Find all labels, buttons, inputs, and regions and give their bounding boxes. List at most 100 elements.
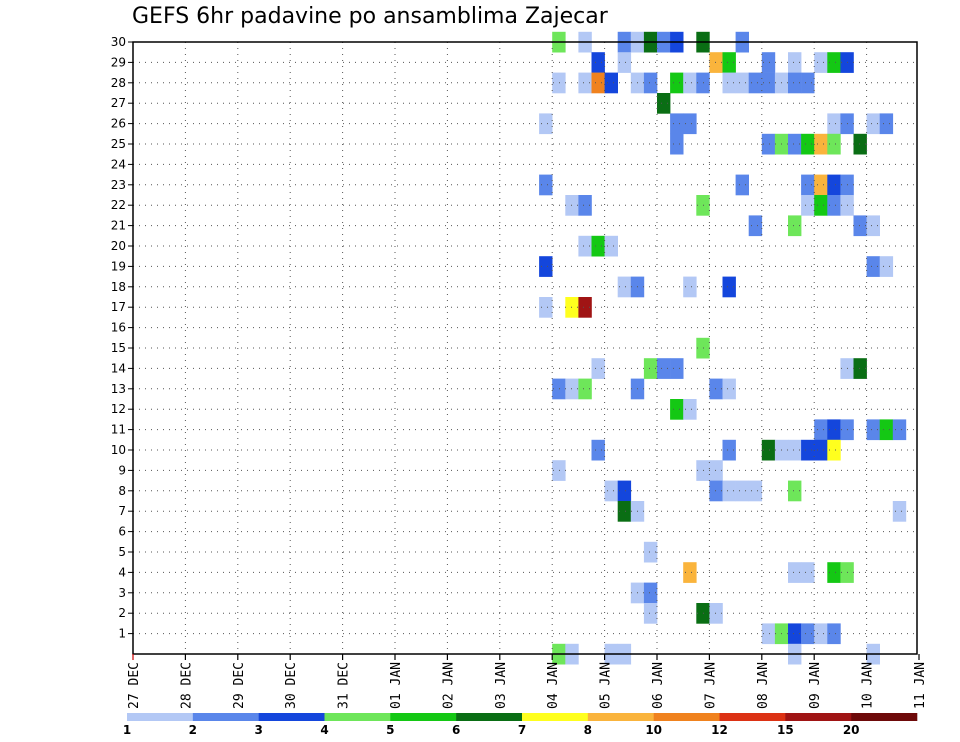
heatmap-cell-40	[866, 113, 880, 135]
y-tick-label: 19	[111, 259, 126, 273]
y-tick-label: 12	[111, 402, 126, 416]
heatmap-cell-9	[591, 52, 605, 73]
x-tick-label: 27 DEC	[127, 662, 142, 709]
heatmap-cell-20	[591, 72, 605, 94]
y-tick-label: 15	[111, 341, 126, 355]
heatmap-cell-11	[709, 52, 723, 73]
heatmap-cell-41	[879, 113, 894, 135]
heatmap-cell-73	[617, 276, 632, 298]
heatmap-cell-64	[788, 215, 802, 237]
heatmap-cell-111	[709, 460, 723, 481]
heatmap-cell-27	[722, 72, 736, 94]
heatmap-cell-77	[539, 297, 553, 318]
heatmap-cell-84	[670, 358, 684, 379]
heatmap-cell-124	[788, 562, 802, 583]
y-tick-label: 1	[118, 627, 126, 641]
y-tick-label: 22	[111, 198, 126, 212]
heatmap-cell-107	[814, 439, 828, 461]
heatmap-cell-117	[748, 480, 763, 502]
heatmap-cell-46	[801, 133, 815, 155]
y-tick-label: 6	[118, 525, 126, 539]
colorbar-swatch	[192, 713, 259, 721]
y-tick-label: 3	[118, 586, 126, 600]
heatmap-cell-51	[735, 174, 749, 196]
heatmap-cell-100	[892, 419, 907, 441]
heatmap-cell-36	[670, 113, 684, 135]
heatmap-cell-33	[801, 72, 815, 94]
heatmap-cell-106	[801, 439, 815, 461]
heatmap-cell-45	[788, 133, 802, 155]
x-tick-label: 09 JAN	[808, 662, 823, 709]
heatmap-cell-116	[735, 480, 749, 502]
heatmap-cell-14	[788, 52, 802, 73]
heatmap-cell-42	[670, 133, 684, 155]
x-tick-label: 02 JAN	[441, 662, 456, 709]
y-tick-label: 8	[118, 484, 126, 498]
heatmap-cell-25	[683, 72, 697, 94]
colorbar-label: 10	[645, 723, 662, 737]
y-tick-label: 10	[111, 443, 126, 457]
colorbar-swatch	[390, 713, 457, 721]
heatmap-cell-108	[827, 439, 841, 461]
colorbar-label: 7	[518, 723, 526, 737]
y-tick-label: 2	[118, 606, 126, 620]
heatmap-cell-130	[643, 603, 658, 624]
colorbar-swatch	[851, 713, 918, 721]
heatmap-cell-24	[670, 72, 684, 94]
colorbar-label: 5	[386, 723, 394, 737]
heatmap-cell-101	[591, 439, 605, 461]
heatmap-cell-59	[801, 195, 815, 216]
x-tick-label: 08 JAN	[756, 662, 771, 709]
heatmap-cell-126	[827, 562, 841, 583]
heatmap-cell-10	[617, 52, 632, 73]
y-tick-label: 9	[118, 463, 126, 477]
y-tick-label: 20	[111, 239, 126, 253]
colorbar-label: 6	[452, 723, 460, 737]
colorbar-swatch	[719, 713, 786, 721]
y-tick-label: 4	[118, 565, 126, 579]
y-tick-label: 5	[118, 545, 126, 559]
y-tick-label: 23	[111, 178, 126, 192]
heatmap-cell-138	[827, 623, 841, 645]
x-tick-label: 03 JAN	[494, 662, 509, 709]
x-tick-label: 01 JAN	[389, 662, 404, 709]
grid-layer	[133, 42, 917, 654]
x-tick-label: 07 JAN	[703, 662, 718, 709]
heatmap-cell-103	[761, 439, 776, 461]
y-tick-label: 25	[111, 137, 126, 151]
heatmap-cell-121	[892, 501, 907, 522]
x-tick-label: 28 DEC	[179, 662, 194, 709]
heatmap-cell-48	[827, 133, 841, 155]
heatmap-cell-60	[814, 195, 828, 216]
heatmap-cell-133	[761, 623, 776, 645]
heatmap-cell-49	[853, 133, 867, 155]
heatmap-cell-123	[683, 562, 697, 583]
heatmap-cell-50	[539, 174, 553, 196]
colorbar-label: 3	[254, 723, 262, 737]
heatmap-cell-38	[827, 113, 841, 135]
heatmap-cell-94	[683, 399, 697, 420]
y-tick-label: 24	[111, 157, 126, 171]
y-tick-label: 14	[111, 361, 126, 375]
heatmap-cell-47	[814, 133, 828, 155]
colorbar-swatch	[587, 713, 654, 721]
y-tick-label: 11	[111, 423, 126, 437]
x-tick-label: 10 JAN	[861, 662, 876, 709]
y-tick-label: 29	[111, 55, 126, 69]
y-tick-label: 27	[111, 96, 126, 110]
y-tick-label: 17	[111, 300, 126, 314]
x-tick-label: 31 DEC	[337, 662, 352, 709]
heatmap-cell-66	[866, 215, 880, 237]
x-tick-label: 06 JAN	[651, 662, 666, 709]
heatmap-cell-37	[683, 113, 697, 135]
heatmap-cell-68	[591, 235, 605, 257]
heatmap-cell-92	[722, 378, 736, 400]
colorbar-label: 2	[189, 723, 197, 737]
heatmap-cell-72	[879, 256, 894, 277]
heatmap-cell-82	[643, 358, 658, 379]
heatmap-cell-67	[578, 235, 592, 257]
heatmap-cell-29	[748, 72, 763, 94]
colorbar-label: 4	[320, 723, 328, 737]
heatmap-cell-53	[814, 174, 828, 196]
